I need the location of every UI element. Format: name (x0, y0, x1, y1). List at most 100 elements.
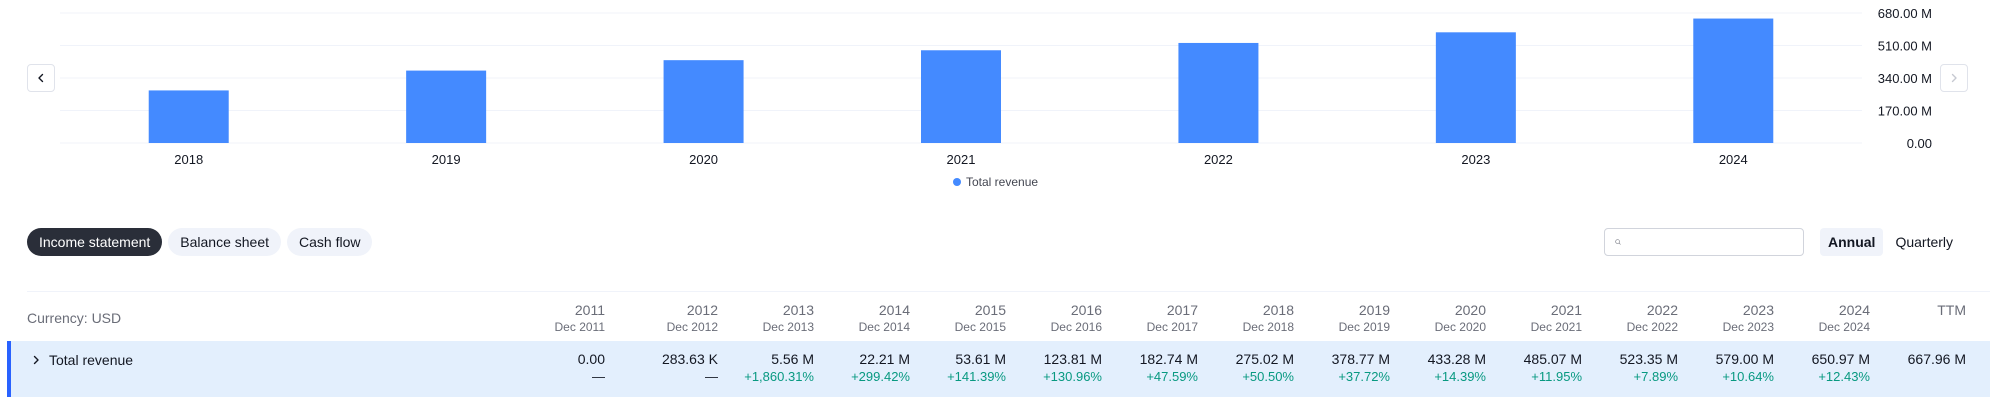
column-header: 2012 Dec 2012 (628, 302, 718, 335)
column-year: 2019 (1358, 302, 1390, 318)
row-label-text: Total revenue (49, 352, 134, 368)
column-year: 2012 (686, 302, 718, 318)
cell-value: 182.74 M (1139, 351, 1198, 367)
bar-2024[interactable] (1693, 18, 1774, 144)
cell-value: 5.56 M (771, 351, 814, 367)
column-header: 2014 Dec 2014 (820, 302, 910, 335)
chevron-left-icon (38, 73, 44, 83)
table-cell: 433.28 M +14.39% (1396, 351, 1486, 386)
table-cell: 485.07 M +11.95% (1492, 351, 1582, 386)
column-header: 2015 Dec 2015 (916, 302, 1006, 335)
cell-change: +47.59% (1146, 369, 1198, 384)
x-tick-label: 2021 (947, 152, 976, 167)
column-date: Dec 2014 (858, 320, 910, 334)
revenue-bar-chart: 680.00 M 510.00 M 340.00 M 170.00 M 0.00 2018… (60, 6, 1932, 167)
table-cell: 275.02 M +50.50% (1204, 351, 1294, 386)
column-year: TTM (1937, 302, 1966, 318)
table-row-total-revenue[interactable]: Total revenue 0.00 — 283.63 K — 5.56 M +1,860… (7, 341, 1990, 397)
table-cell: 667.96 M (1876, 351, 1966, 368)
column-year: 2016 (1070, 302, 1102, 318)
search-field[interactable] (1604, 228, 1804, 256)
bar-2022[interactable] (1178, 42, 1259, 143)
quarterly-button[interactable]: Quarterly (1895, 234, 1954, 250)
table-cell: 378.77 M +37.72% (1300, 351, 1390, 386)
cell-value: 0.00 (577, 351, 605, 367)
cell-value: 523.35 M (1619, 351, 1678, 367)
column-date: Dec 2023 (1722, 320, 1774, 334)
column-date: Dec 2011 (554, 320, 605, 334)
chevron-right-icon[interactable] (31, 355, 41, 365)
cell-change: — (592, 369, 605, 384)
row-label[interactable]: Total revenue (31, 352, 133, 368)
cell-value: 667.96 M (1907, 351, 1966, 367)
cell-value: 123.81 M (1043, 351, 1102, 367)
column-header: 2023 Dec 2023 (1684, 302, 1774, 335)
cell-value: 433.28 M (1427, 351, 1486, 367)
column-header: 2017 Dec 2017 (1108, 302, 1198, 335)
x-tick-label: 2020 (689, 152, 718, 167)
x-tick-label: 2022 (1204, 152, 1233, 167)
cell-value: 22.21 M (859, 351, 910, 367)
column-date: Dec 2021 (1530, 320, 1582, 334)
cell-change: +1,860.31% (744, 369, 814, 384)
column-date: Dec 2016 (1050, 320, 1102, 334)
column-year: 2015 (974, 302, 1006, 318)
y-tick-label: 0.00 (1907, 136, 1932, 151)
tab-cash-flow[interactable]: Cash flow (287, 228, 373, 256)
bar-2023[interactable] (1435, 32, 1516, 143)
column-date: Dec 2019 (1338, 320, 1390, 334)
bar-2018[interactable] (148, 90, 229, 143)
cell-change: +7.89% (1633, 369, 1678, 384)
table-cell: 53.61 M +141.39% (916, 351, 1006, 386)
annual-button[interactable]: Annual (1820, 228, 1884, 256)
cell-value: 53.61 M (955, 351, 1006, 367)
search-icon (1615, 239, 1621, 245)
column-year: 2020 (1454, 302, 1486, 318)
search-input[interactable] (1627, 230, 1803, 254)
column-date: Dec 2013 (762, 320, 814, 334)
column-header: 2018 Dec 2018 (1204, 302, 1294, 335)
period-toggle: Annual Quarterly (1820, 228, 1961, 256)
cell-value: 275.02 M (1235, 351, 1294, 367)
column-header: 2024 Dec 2024 (1780, 302, 1870, 335)
column-header: 2019 Dec 2019 (1300, 302, 1390, 335)
currency-label: Currency: USD (27, 310, 122, 326)
legend-dot-icon (953, 178, 961, 186)
cell-value: 283.63 K (661, 351, 718, 367)
column-year: 2018 (1262, 302, 1294, 318)
cell-value: 485.07 M (1523, 351, 1582, 367)
column-date: Dec 2020 (1434, 320, 1486, 334)
column-year: 2017 (1166, 302, 1198, 318)
cell-change: +12.43% (1818, 369, 1870, 384)
cell-change: +10.64% (1722, 369, 1774, 384)
column-date: Dec 2022 (1626, 320, 1678, 334)
tab-income-statement[interactable]: Income statement (27, 228, 163, 256)
column-header: 2011 Dec 2011 (515, 302, 605, 335)
tab-balance-sheet[interactable]: Balance sheet (168, 228, 282, 256)
column-year: 2022 (1646, 302, 1678, 318)
chart-prev-button[interactable] (27, 64, 55, 92)
bar-2021[interactable] (921, 50, 1001, 143)
cell-change: +130.96% (1043, 369, 1102, 384)
column-header: 2013 Dec 2013 (724, 302, 814, 335)
column-header: 2020 Dec 2020 (1396, 302, 1486, 335)
column-date: Dec 2018 (1242, 320, 1294, 334)
cell-change: — (705, 369, 718, 384)
column-date: Dec 2017 (1146, 320, 1198, 334)
y-tick-label: 680.00 M (1878, 6, 1932, 21)
x-tick-label: 2024 (1719, 152, 1748, 167)
column-year: 2011 (574, 302, 605, 318)
chart-legend[interactable]: Total revenue (953, 175, 1038, 189)
cell-change: +14.39% (1434, 369, 1486, 384)
column-date: Dec 2024 (1818, 320, 1870, 334)
column-year: 2023 (1742, 302, 1774, 318)
chart-next-button[interactable] (1940, 64, 1968, 92)
table-divider (27, 291, 1990, 292)
column-year: 2024 (1838, 302, 1870, 318)
cell-change: +11.95% (1531, 369, 1582, 384)
bar-2020[interactable] (663, 60, 744, 144)
bar-2019[interactable] (406, 70, 487, 143)
x-tick-label: 2018 (174, 152, 203, 167)
table-cell: 579.00 M +10.64% (1684, 351, 1774, 386)
